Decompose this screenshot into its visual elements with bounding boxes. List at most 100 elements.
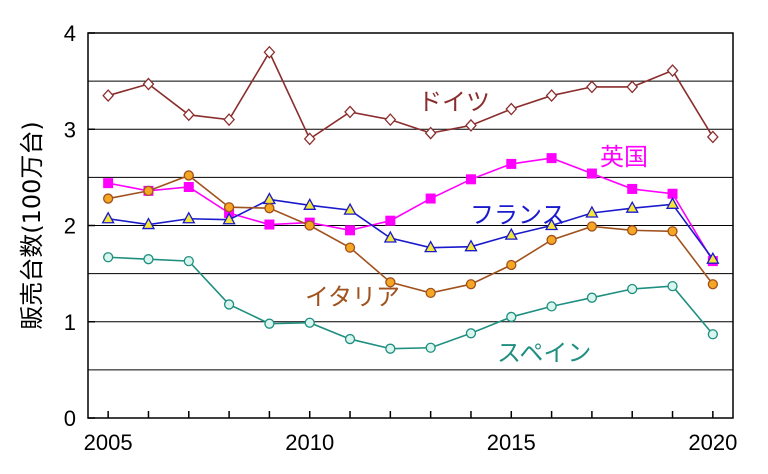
- data-point: [506, 311, 517, 323]
- data-point: [183, 170, 194, 181]
- y-tick-label: 1: [64, 310, 76, 335]
- data-point: [262, 192, 277, 205]
- series-line: [108, 256, 714, 350]
- series-line: [107, 50, 714, 141]
- data-point: [103, 193, 114, 204]
- data-point: [504, 227, 518, 240]
- data-point: [506, 158, 517, 169]
- data-point: [665, 196, 680, 209]
- axis-ticks: 0 1 2 3 4 2005 2010 2015 2020: [64, 21, 738, 455]
- x-tick-label: 2005: [84, 430, 133, 455]
- data-point: [465, 279, 477, 290]
- data-point: [465, 174, 476, 185]
- data-point: [143, 254, 154, 265]
- data-point: [707, 279, 718, 290]
- x-tick-label: 2020: [688, 430, 737, 455]
- data-point: [425, 287, 436, 299]
- data-point: [223, 113, 235, 127]
- data-point: [142, 77, 155, 91]
- data-point: [706, 251, 720, 264]
- data-point: [343, 202, 357, 215]
- series-layer: [101, 45, 720, 354]
- data-point: [264, 203, 275, 214]
- data-point: [223, 299, 235, 310]
- data-point: [183, 182, 194, 192]
- data-point: [666, 64, 679, 78]
- series: [103, 170, 718, 299]
- data-point: [304, 220, 315, 231]
- data-point: [667, 280, 678, 292]
- data-point: [586, 168, 597, 179]
- y-tick-label: 2: [64, 214, 76, 239]
- data-point: [465, 118, 477, 132]
- series-line: [108, 198, 714, 260]
- data-point: [707, 329, 718, 340]
- series-label: フランス: [470, 201, 566, 229]
- data-point: [263, 45, 276, 59]
- data-point: [222, 212, 236, 225]
- x-tick-label: 2015: [487, 430, 536, 455]
- data-point: [143, 185, 154, 197]
- data-point: [505, 102, 518, 116]
- data-point: [545, 89, 558, 103]
- data-point: [183, 255, 194, 267]
- y-tick-label: 3: [64, 117, 76, 142]
- data-point: [627, 225, 638, 236]
- data-point: [344, 242, 356, 253]
- series-label: スペイン: [497, 339, 591, 367]
- y-tick-label: 0: [64, 406, 76, 431]
- series: [103, 252, 718, 354]
- series-label: ドイツ: [418, 88, 490, 116]
- data-point: [344, 105, 356, 119]
- data-point: [344, 333, 356, 345]
- series-line: [108, 174, 714, 294]
- series: [102, 45, 719, 146]
- data-point: [304, 317, 315, 328]
- data-point: [385, 215, 396, 226]
- data-point: [383, 230, 397, 243]
- data-point: [264, 219, 275, 230]
- data-point: [544, 218, 559, 231]
- data-point: [586, 80, 598, 94]
- data-point: [626, 80, 639, 94]
- data-point: [586, 292, 598, 303]
- data-point: [103, 252, 114, 263]
- data-point: [345, 225, 356, 236]
- data-point: [424, 240, 438, 253]
- data-point: [667, 226, 678, 237]
- data-point: [546, 153, 557, 164]
- data-point: [303, 132, 316, 146]
- data-point: [385, 343, 396, 354]
- data-point: [586, 221, 598, 232]
- data-point: [546, 234, 557, 246]
- data-point: [706, 130, 719, 144]
- data-point: [102, 89, 115, 103]
- data-point: [425, 342, 436, 353]
- data-point: [627, 283, 638, 295]
- series-label: イタリア: [305, 283, 400, 311]
- data-point: [424, 126, 437, 140]
- data-point: [585, 205, 599, 218]
- y-tick-label: 4: [64, 21, 76, 46]
- data-point: [425, 193, 436, 204]
- grid-lines: [88, 80, 733, 371]
- data-point: [101, 211, 115, 224]
- data-point: [182, 211, 196, 224]
- data-point: [625, 200, 639, 213]
- data-point: [303, 197, 317, 210]
- data-point: [264, 318, 275, 329]
- data-point: [464, 239, 478, 252]
- data-point: [223, 202, 235, 213]
- data-point: [103, 178, 114, 189]
- series-line: [108, 157, 714, 262]
- y-axis-label: 販売台数(100万台): [18, 121, 46, 330]
- x-tick-label: 2010: [285, 430, 334, 455]
- data-point: [141, 217, 156, 230]
- data-point: [385, 277, 396, 288]
- data-point: [506, 259, 517, 271]
- data-point: [384, 113, 397, 127]
- data-point: [546, 301, 557, 312]
- series: [101, 192, 720, 264]
